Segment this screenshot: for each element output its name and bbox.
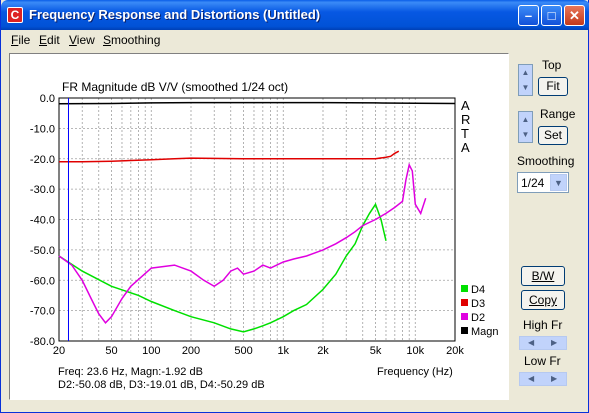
y-tick-label: -80.0 [30, 336, 55, 348]
watermark-letter: R [461, 112, 470, 127]
series-d4-line [58, 202, 387, 333]
high-fr-label: High Fr [523, 318, 563, 332]
chevron-down-icon[interactable]: ▼ [550, 174, 567, 191]
title-bar[interactable]: C Frequency Response and Distortions (Un… [1, 0, 589, 30]
y-tick-label: -60.0 [30, 275, 55, 287]
range-label: Range [540, 107, 576, 121]
low-fr-scroller[interactable]: ◀ ▶ [519, 372, 567, 386]
legend-label: D4 [471, 284, 485, 296]
range-spinner[interactable]: ▲ ▼ [518, 111, 533, 143]
series-d2-line [58, 162, 427, 324]
y-tick-label: 0.0 [40, 93, 55, 105]
plot-area[interactable]: 0.0 -10.0 -20.0 -30.0 -40.0 -50.0 -60.0 -70.0 -8… [9, 53, 509, 400]
menu-edit[interactable]: Edit [39, 33, 60, 47]
y-tick-label: -30.0 [30, 184, 55, 196]
x-tick-label: 50 [105, 345, 117, 357]
menu-view[interactable]: View [69, 33, 95, 47]
x-tick-label: 1k [277, 345, 289, 357]
x-tick-label: 20k [446, 345, 464, 357]
cursor-readout-2: D2:-50.08 dB, D3:-19.01 dB, D4:-50.29 dB [58, 379, 265, 391]
x-tick-label: 10k [406, 345, 424, 357]
down-arrow-icon[interactable]: ▼ [521, 83, 530, 92]
smoothing-label: Smoothing [517, 154, 575, 168]
set-button[interactable]: Set [538, 126, 568, 145]
top-label: Top [542, 58, 562, 72]
left-arrow-icon[interactable]: ◀ [528, 338, 535, 347]
legend-swatch [461, 327, 468, 334]
legend-label: D2 [471, 312, 485, 324]
smoothing-value: 1/24 [521, 176, 545, 190]
maximize-button[interactable]: □ [541, 5, 562, 26]
chart-title: FR Magnitude dB V/V (smoothed 1/24 oct) [62, 80, 288, 94]
y-tick-label: -40.0 [30, 215, 55, 227]
low-fr-label: Low Fr [524, 354, 561, 368]
right-arrow-icon[interactable]: ▶ [551, 338, 558, 347]
minimize-button[interactable]: – [518, 5, 539, 26]
fit-button[interactable]: Fit [538, 77, 568, 96]
legend-label: Magn [471, 326, 499, 338]
app-icon[interactable]: C [7, 7, 23, 23]
menu-bar: File Edit View Smoothing [3, 30, 587, 49]
top-spinner[interactable]: ▲ ▼ [518, 64, 533, 96]
plot-frame [58, 97, 456, 342]
cursor-readout-1: Freq: 23.6 Hz, Magn:-1.92 dB [58, 366, 203, 378]
window-title: Frequency Response and Distortions (Unti… [29, 7, 321, 22]
y-tick-label: -20.0 [30, 154, 55, 166]
legend-swatch [461, 299, 468, 306]
down-arrow-icon[interactable]: ▼ [521, 130, 530, 139]
y-tick-label: -70.0 [30, 306, 55, 318]
watermark-letter: A [461, 98, 470, 113]
y-tick-label: -50.0 [30, 245, 55, 257]
x-tick-label: 2k [317, 345, 329, 357]
x-tick-label: 5k [370, 345, 382, 357]
series-magn-line [58, 101, 456, 105]
watermark-letter: T [461, 126, 469, 141]
series-d3-line [59, 150, 400, 163]
watermark-letter: A [461, 140, 470, 155]
legend-label: D3 [471, 298, 485, 310]
x-axis-label: Frequency (Hz) [377, 366, 453, 378]
legend-swatch [461, 313, 468, 320]
right-arrow-icon[interactable]: ▶ [551, 374, 558, 383]
close-button[interactable]: ✕ [564, 5, 585, 26]
up-arrow-icon[interactable]: ▲ [521, 68, 530, 77]
fr-chart[interactable]: 0.0 -10.0 -20.0 -30.0 -40.0 -50.0 -60.0 -70.0 -8… [10, 54, 508, 399]
copy-button[interactable]: Copy [521, 290, 565, 310]
menu-smoothing[interactable]: Smoothing [103, 33, 161, 47]
left-arrow-icon[interactable]: ◀ [528, 374, 535, 383]
x-tick-label: 500 [234, 345, 252, 357]
bw-button[interactable]: B/W [521, 266, 565, 286]
high-fr-scroller[interactable]: ◀ ▶ [519, 336, 567, 350]
x-tick-label: 200 [182, 345, 200, 357]
y-tick-label: -10.0 [30, 123, 55, 135]
x-tick-label: 20 [53, 345, 65, 357]
x-tick-label: 100 [142, 345, 160, 357]
smoothing-select[interactable]: 1/24 ▼ [517, 172, 569, 193]
menu-file[interactable]: File [11, 33, 31, 47]
legend-swatch [461, 285, 468, 292]
up-arrow-icon[interactable]: ▲ [521, 115, 530, 124]
